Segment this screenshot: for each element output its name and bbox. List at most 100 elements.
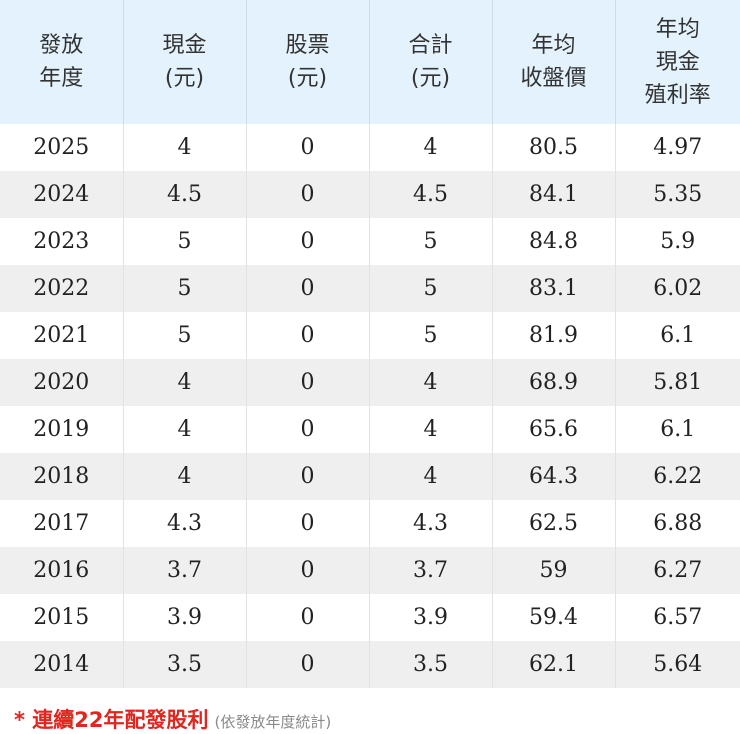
header-avg-yield-line3: 殖利率 bbox=[644, 82, 711, 108]
table-row: 2024 4.5 0 4.5 84.1 5.35 bbox=[0, 171, 740, 218]
header-total-line2: (元) bbox=[410, 66, 451, 91]
footnote: * 連續22年配發股利 (依發放年度統計) bbox=[14, 704, 331, 734]
cell-year: 2018 bbox=[0, 453, 124, 500]
table-row: 2023 5 0 5 84.8 5.9 bbox=[0, 218, 740, 265]
cell-total: 4 bbox=[369, 453, 493, 500]
cell-cash: 3.5 bbox=[123, 641, 247, 688]
cell-year: 2015 bbox=[0, 594, 124, 641]
cell-avg-yield: 5.64 bbox=[615, 641, 740, 688]
header-total: 合計 (元) bbox=[369, 0, 493, 124]
header-cash-line1: 現金 bbox=[162, 33, 207, 58]
cell-stock: 0 bbox=[246, 124, 370, 171]
cell-year: 2022 bbox=[0, 265, 124, 312]
table-row: 2019 4 0 4 65.6 6.1 bbox=[0, 406, 740, 453]
footnote-sub: (依發放年度統計) bbox=[214, 713, 332, 731]
cell-avg-price: 81.9 bbox=[492, 312, 616, 359]
header-stock: 股票 (元) bbox=[246, 0, 370, 124]
header-avg-yield-line2: 現金 bbox=[655, 49, 700, 75]
cell-cash: 4 bbox=[123, 453, 247, 500]
cell-cash: 4.3 bbox=[123, 500, 247, 547]
header-year-line1: 發放 bbox=[39, 33, 84, 58]
cell-cash: 4 bbox=[123, 406, 247, 453]
cell-cash: 3.7 bbox=[123, 547, 247, 594]
header-cash-line2: (元) bbox=[164, 66, 205, 91]
table-row: 2022 5 0 5 83.1 6.02 bbox=[0, 265, 740, 312]
cell-year: 2024 bbox=[0, 171, 124, 218]
table-row: 2018 4 0 4 64.3 6.22 bbox=[0, 453, 740, 500]
header-year-line2: 年度 bbox=[39, 66, 84, 91]
cell-stock: 0 bbox=[246, 641, 370, 688]
cell-stock: 0 bbox=[246, 312, 370, 359]
cell-total: 5 bbox=[369, 218, 493, 265]
cell-stock: 0 bbox=[246, 406, 370, 453]
cell-avg-price: 64.3 bbox=[492, 453, 616, 500]
header-year: 發放 年度 bbox=[0, 0, 124, 124]
cell-avg-yield: 6.27 bbox=[615, 547, 740, 594]
header-avg-price-line1: 年均 bbox=[531, 33, 576, 58]
cell-stock: 0 bbox=[246, 594, 370, 641]
cell-stock: 0 bbox=[246, 218, 370, 265]
cell-year: 2016 bbox=[0, 547, 124, 594]
cell-avg-yield: 6.1 bbox=[615, 312, 740, 359]
cell-cash: 5 bbox=[123, 312, 247, 359]
cell-cash: 4 bbox=[123, 359, 247, 406]
cell-avg-yield: 6.88 bbox=[615, 500, 740, 547]
cell-avg-yield: 6.1 bbox=[615, 406, 740, 453]
cell-cash: 4 bbox=[123, 124, 247, 171]
header-stock-line1: 股票 bbox=[285, 33, 330, 58]
header-total-line1: 合計 bbox=[408, 33, 453, 58]
table-row: 2016 3.7 0 3.7 59 6.27 bbox=[0, 547, 740, 594]
cell-avg-price: 62.5 bbox=[492, 500, 616, 547]
header-avg-price-line2: 收盤價 bbox=[520, 66, 587, 91]
cell-year: 2020 bbox=[0, 359, 124, 406]
cell-avg-price: 84.8 bbox=[492, 218, 616, 265]
cell-total: 3.5 bbox=[369, 641, 493, 688]
cell-total: 4 bbox=[369, 359, 493, 406]
table-row: 2014 3.5 0 3.5 62.1 5.64 bbox=[0, 641, 740, 688]
header-row: 發放 年度 現金 (元) 股票 (元) 合計 (元) 年均 收盤價 bbox=[0, 0, 740, 124]
cell-total: 3.7 bbox=[369, 547, 493, 594]
cell-year: 2025 bbox=[0, 124, 124, 171]
table-row: 2025 4 0 4 80.5 4.97 bbox=[0, 124, 740, 171]
cell-avg-price: 83.1 bbox=[492, 265, 616, 312]
cell-cash: 4.5 bbox=[123, 171, 247, 218]
cell-avg-price: 68.9 bbox=[492, 359, 616, 406]
footnote-main: * 連續22年配發股利 bbox=[14, 708, 209, 732]
cell-cash: 3.9 bbox=[123, 594, 247, 641]
cell-avg-yield: 5.35 bbox=[615, 171, 740, 218]
cell-total: 4 bbox=[369, 406, 493, 453]
cell-avg-yield: 6.02 bbox=[615, 265, 740, 312]
cell-total: 4.3 bbox=[369, 500, 493, 547]
cell-avg-price: 59 bbox=[492, 547, 616, 594]
header-cash: 現金 (元) bbox=[123, 0, 247, 124]
cell-year: 2017 bbox=[0, 500, 124, 547]
cell-avg-yield: 5.9 bbox=[615, 218, 740, 265]
cell-stock: 0 bbox=[246, 500, 370, 547]
cell-avg-yield: 4.97 bbox=[615, 124, 740, 171]
cell-avg-price: 62.1 bbox=[492, 641, 616, 688]
cell-year: 2014 bbox=[0, 641, 124, 688]
table-row: 2015 3.9 0 3.9 59.4 6.57 bbox=[0, 594, 740, 641]
header-avg-yield: 年均 現金 殖利率 bbox=[615, 0, 740, 124]
table-body: 2025 4 0 4 80.5 4.97 2024 4.5 0 4.5 84.1… bbox=[0, 124, 740, 688]
cell-total: 5 bbox=[369, 265, 493, 312]
cell-year: 2023 bbox=[0, 218, 124, 265]
cell-stock: 0 bbox=[246, 547, 370, 594]
cell-total: 4.5 bbox=[369, 171, 493, 218]
cell-stock: 0 bbox=[246, 265, 370, 312]
table-header: 發放 年度 現金 (元) 股票 (元) 合計 (元) 年均 收盤價 bbox=[0, 0, 740, 124]
header-stock-line2: (元) bbox=[287, 66, 328, 91]
cell-stock: 0 bbox=[246, 453, 370, 500]
table-row: 2020 4 0 4 68.9 5.81 bbox=[0, 359, 740, 406]
cell-avg-price: 59.4 bbox=[492, 594, 616, 641]
cell-total: 3.9 bbox=[369, 594, 493, 641]
cell-avg-yield: 5.81 bbox=[615, 359, 740, 406]
header-avg-yield-line1: 年均 bbox=[655, 16, 700, 42]
header-avg-price: 年均 收盤價 bbox=[492, 0, 616, 124]
cell-stock: 0 bbox=[246, 359, 370, 406]
cell-year: 2021 bbox=[0, 312, 124, 359]
cell-cash: 5 bbox=[123, 218, 247, 265]
cell-avg-price: 80.5 bbox=[492, 124, 616, 171]
cell-avg-yield: 6.22 bbox=[615, 453, 740, 500]
